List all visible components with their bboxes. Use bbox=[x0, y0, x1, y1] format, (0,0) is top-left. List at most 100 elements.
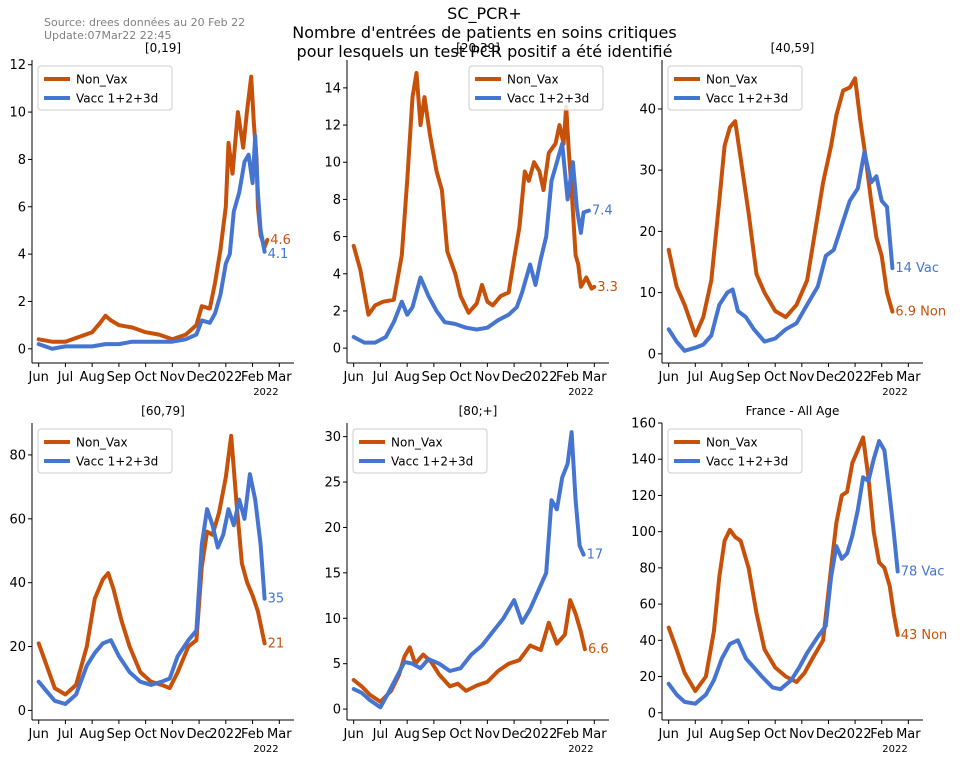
x-tick-label: Aug bbox=[709, 727, 734, 742]
series-end-label: 6.6 bbox=[588, 642, 609, 657]
series-line bbox=[351, 141, 591, 345]
y-tick-label: 140 bbox=[631, 453, 656, 468]
series-end-label: 4.6 bbox=[270, 233, 291, 248]
x-tick-label: Dec bbox=[187, 370, 212, 385]
legend-label: Vacc 1+2+3d bbox=[76, 92, 158, 106]
series-end-label: 7.4 bbox=[592, 204, 613, 219]
x-tick-label: Mar bbox=[267, 727, 292, 742]
series-line bbox=[36, 472, 267, 706]
series-line bbox=[36, 433, 267, 697]
series-line bbox=[36, 74, 270, 344]
y-tick-label: 0 bbox=[333, 342, 341, 357]
source-note: Source: drees données au 20 Feb 22 Updat… bbox=[44, 16, 245, 42]
legend-label: Vacc 1+2+3d bbox=[507, 92, 589, 106]
x-tick-label: Oct bbox=[134, 727, 156, 742]
y-tick-label: 120 bbox=[631, 489, 656, 504]
x-tick-label: Jun bbox=[658, 370, 679, 385]
series-end-label: 21 bbox=[268, 636, 285, 651]
x-tick-label: 2022 bbox=[524, 370, 557, 385]
x-tick-label: Jul bbox=[686, 370, 703, 385]
legend-box bbox=[667, 65, 803, 111]
x-tick-label: 2022 bbox=[839, 727, 872, 742]
y-tick-label: 30 bbox=[324, 430, 341, 445]
x-tick-label: Nov bbox=[160, 727, 186, 742]
series-end-label: 35 bbox=[268, 592, 285, 607]
panel-title: [60,79] bbox=[141, 404, 185, 418]
y-tick-label: 20 bbox=[639, 225, 656, 240]
x-tick-label: Oct bbox=[134, 370, 156, 385]
x-tick-label: Sep bbox=[107, 727, 132, 742]
x-tick-label: Sep bbox=[736, 370, 761, 385]
y-tick-label: 5 bbox=[333, 657, 341, 672]
y-tick-label: 10 bbox=[9, 106, 26, 121]
x-year-label: 2022 bbox=[882, 744, 907, 755]
x-tick-label: Mar bbox=[896, 727, 921, 742]
series-line bbox=[351, 71, 597, 317]
panel-title: France - All Age bbox=[746, 404, 840, 418]
x-tick-label: 2022 bbox=[524, 727, 557, 742]
y-tick-label: 14 bbox=[324, 81, 341, 96]
y-tick-label: 2 bbox=[18, 295, 26, 310]
legend-label: Vacc 1+2+3d bbox=[391, 455, 473, 469]
y-tick-label: 80 bbox=[639, 561, 656, 576]
x-tick-label: Oct bbox=[449, 727, 471, 742]
series-end-label: 4.1 bbox=[268, 247, 289, 262]
x-tick-label: Jun bbox=[658, 727, 679, 742]
x-tick-label: Oct bbox=[764, 370, 786, 385]
y-tick-label: 0 bbox=[18, 704, 26, 719]
y-tick-label: 20 bbox=[639, 670, 656, 685]
y-tick-label: 0 bbox=[648, 706, 656, 721]
series-end-label: 78 Vac bbox=[901, 565, 945, 580]
x-tick-label: Feb bbox=[241, 727, 264, 742]
series-end-label: 3.3 bbox=[597, 280, 618, 295]
legend-label: Non_Vax bbox=[76, 436, 128, 450]
x-tick-label: Jun bbox=[28, 370, 49, 385]
legend-label: Non_Vax bbox=[76, 73, 128, 87]
legend-label: Non_Vax bbox=[706, 73, 758, 87]
x-tick-label: Feb bbox=[556, 727, 579, 742]
x-tick-label: 2022 bbox=[839, 370, 872, 385]
title-line-2: Nombre d'entrées de patients en soins cr… bbox=[292, 23, 677, 42]
x-tick-label: Feb bbox=[870, 727, 893, 742]
x-tick-label: Jul bbox=[57, 370, 74, 385]
x-year-label: 2022 bbox=[568, 744, 593, 755]
y-tick-label: 20 bbox=[9, 640, 26, 655]
x-year-label: 2022 bbox=[882, 387, 907, 398]
legend-label: Vacc 1+2+3d bbox=[76, 455, 158, 469]
x-tick-label: Mar bbox=[582, 727, 607, 742]
x-tick-label: Jun bbox=[28, 727, 49, 742]
x-tick-label: Jul bbox=[372, 727, 389, 742]
series-line bbox=[666, 439, 900, 706]
y-tick-label: 40 bbox=[639, 102, 656, 117]
y-tick-label: 25 bbox=[324, 476, 341, 491]
x-tick-label: Aug bbox=[394, 370, 419, 385]
y-tick-label: 15 bbox=[324, 566, 341, 581]
series-line bbox=[666, 76, 895, 338]
x-tick-label: Feb bbox=[556, 370, 579, 385]
x-tick-label: Dec bbox=[502, 370, 527, 385]
series-end-label: 43 Non bbox=[901, 628, 948, 643]
panel-title: [80;+] bbox=[459, 404, 498, 418]
y-tick-label: 160 bbox=[631, 417, 656, 432]
x-tick-label: Oct bbox=[449, 370, 471, 385]
figure-title: SC_PCR+ Nombre d'entrées de patients en … bbox=[0, 4, 969, 61]
x-tick-label: Jul bbox=[57, 727, 74, 742]
x-tick-label: Aug bbox=[394, 727, 419, 742]
y-tick-label: 4 bbox=[18, 248, 26, 263]
legend-box bbox=[352, 428, 488, 474]
x-year-label: 2022 bbox=[568, 387, 593, 398]
series-line bbox=[666, 435, 900, 693]
x-tick-label: Feb bbox=[241, 370, 264, 385]
legend-label: Non_Vax bbox=[391, 436, 443, 450]
legend-label: Non_Vax bbox=[706, 436, 758, 450]
y-tick-label: 10 bbox=[639, 286, 656, 301]
panel-title: [40,59] bbox=[771, 41, 815, 55]
legend-label: Vacc 1+2+3d bbox=[706, 455, 788, 469]
y-tick-label: 12 bbox=[324, 119, 341, 134]
x-tick-label: Sep bbox=[107, 370, 132, 385]
